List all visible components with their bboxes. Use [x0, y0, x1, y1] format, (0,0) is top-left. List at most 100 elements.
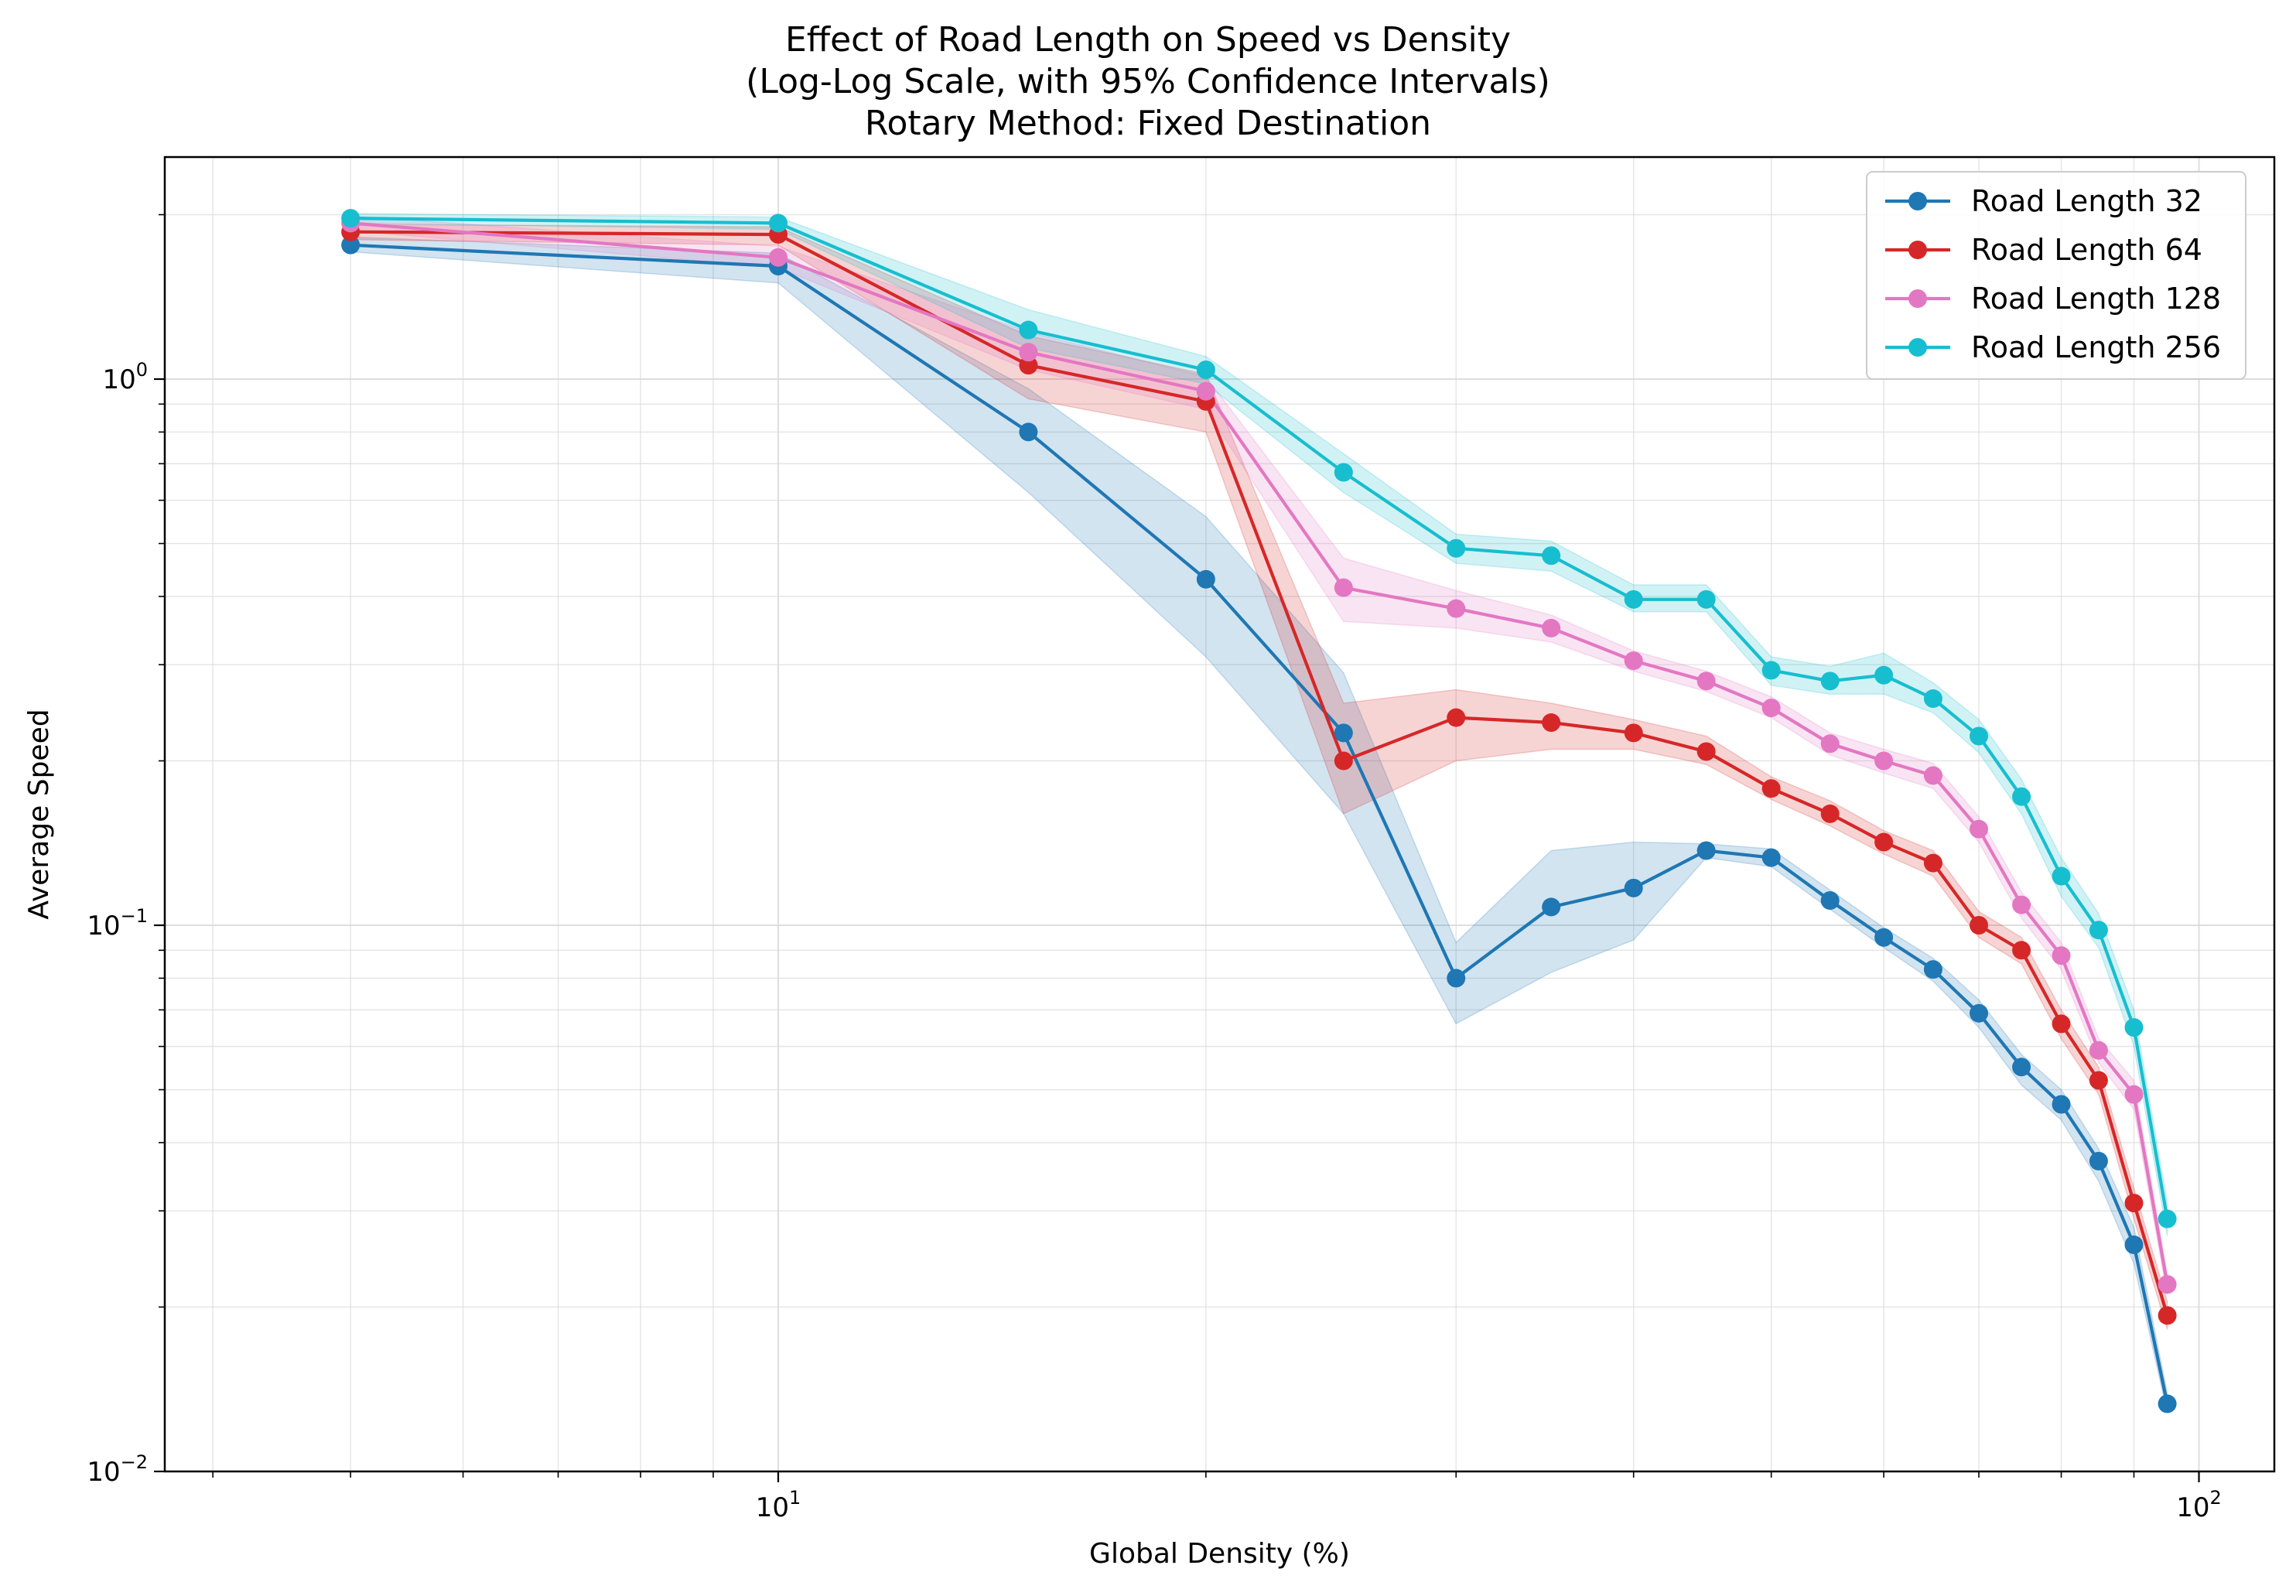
- series-1-confidence-band: [350, 224, 2168, 1330]
- series-2-confidence-band: [350, 215, 2168, 1296]
- series-0-point: [1874, 928, 1894, 947]
- series-3-point: [341, 209, 360, 228]
- series-3-point: [1761, 661, 1781, 680]
- series-0-point: [1696, 841, 1716, 860]
- series-1-point: [1820, 804, 1840, 823]
- series-3-point: [1447, 538, 1466, 558]
- series-0-point: [2052, 1095, 2071, 1114]
- series-3-point: [1542, 546, 1561, 566]
- series-2-point: [1196, 381, 1215, 401]
- series-1-point: [1019, 356, 1038, 375]
- x-tick-label: 102: [2176, 1487, 2222, 1523]
- series-2-point: [1624, 651, 1643, 671]
- legend-marker-swatch: [1908, 241, 1927, 259]
- series-2-point: [1874, 751, 1894, 771]
- series-3-point: [1820, 672, 1840, 691]
- series-1-point: [1761, 779, 1781, 798]
- series-3-point: [769, 214, 788, 233]
- series-3-confidence-band: [350, 213, 2168, 1236]
- confidence-bands: [350, 213, 2168, 1413]
- series-3-point: [1923, 689, 1942, 709]
- series-3-point: [1334, 463, 1353, 482]
- legend-marker-swatch: [1908, 338, 1927, 357]
- series-3-point: [2052, 866, 2071, 886]
- y-axis-label: Average Speed: [23, 709, 55, 919]
- series-2-point: [1761, 699, 1781, 718]
- series-3-point: [1196, 360, 1215, 379]
- series-0-point: [1923, 960, 1942, 979]
- series-0-point: [1624, 878, 1643, 897]
- series-0-point: [1761, 848, 1781, 867]
- series-0-point: [1542, 897, 1561, 917]
- series-2-point: [1820, 734, 1840, 754]
- series-0-point: [2158, 1394, 2177, 1413]
- chart-title-line-3: Rotary Method: Fixed Destination: [864, 104, 1432, 143]
- legend: Road Length 32 Road Length 64 Road Length …: [1866, 171, 2246, 380]
- series-1-point: [2052, 1014, 2071, 1034]
- series-2-point: [2052, 946, 2071, 965]
- series-2-point: [1970, 819, 1989, 839]
- series-3-point: [1624, 590, 1643, 609]
- series-0-point: [2124, 1235, 2144, 1255]
- series-1-point: [2124, 1194, 2144, 1213]
- series-3-point: [1970, 726, 1989, 746]
- series-3-point: [1019, 320, 1038, 340]
- series-1-point: [1923, 853, 1942, 873]
- legend-marker-swatch: [1908, 192, 1927, 210]
- series-1-point: [2012, 941, 2031, 960]
- axis-ticks: [154, 214, 2200, 1482]
- chart-title-line-2: (Log-Log Scale, with 95% Confidence Inte…: [746, 62, 1550, 101]
- series-3-point: [2012, 787, 2031, 806]
- axis-tick-labels: 101 102 10−2 10−1 100: [87, 359, 2221, 1523]
- series-1-point: [1874, 832, 1894, 852]
- series-3-point: [2124, 1018, 2144, 1037]
- series-2-point: [1696, 672, 1716, 691]
- series-0-point: [2089, 1151, 2108, 1171]
- series-2-point: [1542, 618, 1561, 637]
- legend-marker-swatch: [1908, 289, 1927, 308]
- series-1-point: [1447, 708, 1466, 727]
- series-2-point: [1334, 578, 1353, 597]
- legend-label: Road Length 256: [1971, 330, 2221, 364]
- chart-title-line-1: Effect of Road Length on Speed vs Densit…: [784, 20, 1512, 60]
- legend-label: Road Length 32: [1971, 184, 2202, 218]
- series-1-point: [1334, 751, 1353, 771]
- series-0-point: [1019, 422, 1038, 442]
- series-2-point: [1447, 599, 1466, 618]
- series-0-point: [1970, 1003, 1989, 1023]
- x-axis-label: Global Density (%): [1089, 1538, 1350, 1570]
- series-1-point: [1624, 723, 1643, 743]
- series-1-point: [1696, 742, 1716, 761]
- series-2-point: [2012, 895, 2031, 914]
- series-2-point: [769, 248, 788, 267]
- x-tick-label: 101: [756, 1487, 801, 1523]
- y-tick-label: 10−2: [87, 1451, 148, 1488]
- series-2-point: [1923, 766, 1942, 785]
- legend-label: Road Length 64: [1971, 233, 2202, 267]
- y-tick-label: 100: [102, 359, 148, 395]
- series-2-point: [2089, 1041, 2108, 1060]
- series-0-point: [1447, 969, 1466, 988]
- series-3-point: [2158, 1209, 2177, 1229]
- legend-label: Road Length 128: [1971, 282, 2221, 316]
- series-1-point: [2158, 1306, 2177, 1325]
- series-3-point: [1874, 665, 1894, 685]
- series-2-point: [2158, 1275, 2177, 1294]
- plot-area-frame: [163, 155, 2276, 1473]
- series-2-point: [2124, 1085, 2144, 1104]
- series-2-point: [1019, 343, 1038, 362]
- series-1-point: [2089, 1071, 2108, 1090]
- series-1-point: [1970, 916, 1989, 935]
- series-0-point: [1820, 891, 1840, 911]
- series-0-point: [341, 235, 360, 255]
- legend-box: [1866, 171, 2246, 380]
- series-3-point: [2089, 921, 2108, 940]
- y-tick-label: 10−1: [87, 905, 148, 942]
- series-0-point: [1196, 569, 1215, 589]
- series-0-point: [1334, 723, 1353, 743]
- series-3-point: [1696, 590, 1716, 609]
- series-markers: [341, 209, 2177, 1413]
- series-0-point: [2012, 1058, 2031, 1077]
- series-1-point: [1542, 713, 1561, 733]
